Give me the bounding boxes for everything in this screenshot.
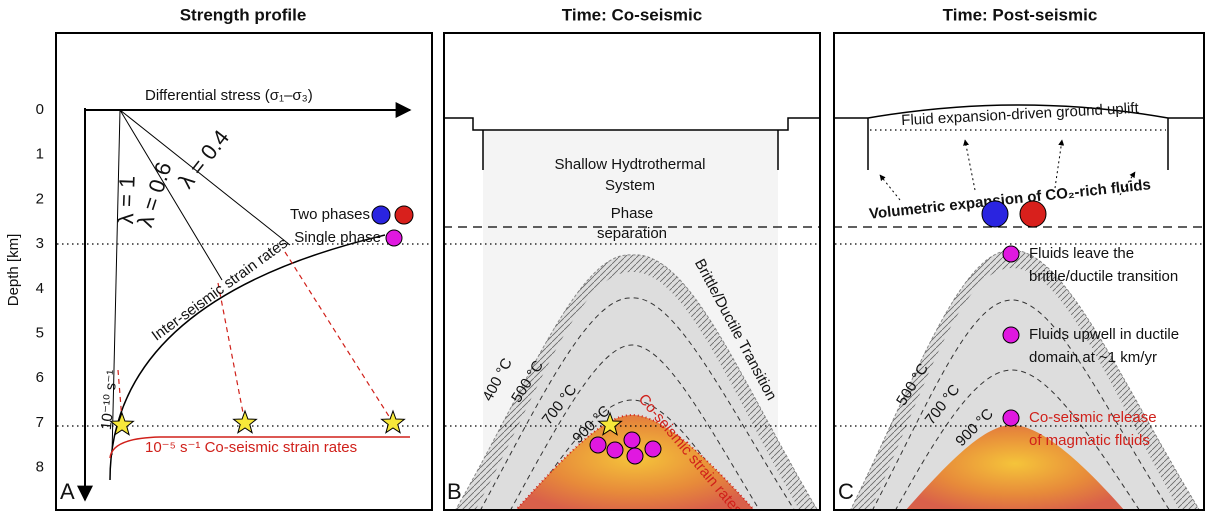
depth-tick-label: 2 [36, 190, 44, 207]
fluid-bubble [589, 436, 607, 454]
stars [597, 411, 623, 436]
fluid-bubble [385, 229, 403, 247]
fluid-bubble [623, 431, 641, 449]
arrow [1054, 139, 1065, 189]
dome-hatch [850, 250, 1200, 511]
ground [443, 117, 820, 170]
arrow [963, 139, 976, 191]
magma [905, 425, 1125, 511]
ground [833, 104, 1205, 170]
depth-ticks: 0 1 2 3 4 5 6 7 8 [36, 101, 44, 476]
stress-label: Differential stress (σ₁–σ₃) [145, 87, 313, 104]
fluid-bubble [644, 440, 662, 458]
lambda-line [119, 109, 291, 246]
gas-bubble [1019, 200, 1047, 228]
gas-bubble [981, 200, 1009, 228]
panel-title: Time: Co-seismic [562, 5, 702, 24]
gas-bubble [394, 205, 414, 225]
fluid-bubble [1002, 326, 1020, 344]
legend-text: Single phase [294, 229, 381, 246]
isotherm [509, 344, 761, 511]
uplift-label: Fluid expansion-driven ground uplift [901, 100, 1140, 129]
fluid-bubble [1002, 245, 1020, 263]
inter-seismic-label: Inter-seismic strain rates [149, 235, 291, 345]
depth-tick-label: 5 [36, 324, 44, 341]
lambda-line [111, 109, 121, 456]
panel-letter: A [60, 479, 75, 504]
star [380, 409, 406, 434]
co-seismic-curve [109, 436, 410, 459]
projection [284, 251, 391, 419]
panel-frame [833, 32, 1205, 511]
note: domain at ~1 km/yr [1029, 349, 1157, 366]
isotherm [871, 299, 1171, 511]
axis-label: Depth [km] [5, 234, 22, 307]
hydrothermal-label: Shallow Hydtrothermal [555, 156, 706, 173]
rate-label: 10⁻¹⁰ s⁻¹ [98, 369, 121, 431]
phase-label: Phase [611, 205, 654, 222]
depth-tick-label: 1 [36, 146, 44, 163]
fluid-bubble [606, 441, 624, 459]
depth-tick-label: 7 [36, 414, 44, 431]
gas-bubble [371, 205, 391, 225]
panel-letter: C [838, 479, 854, 504]
note: Fluids leave the [1029, 245, 1134, 262]
isotherm [894, 369, 1141, 511]
panel-letter: B [447, 479, 462, 504]
arrow [879, 174, 901, 201]
lambda-label: λ = 1 [113, 175, 140, 224]
depth-tick-label: 3 [36, 235, 44, 252]
star [597, 411, 623, 436]
panel-title: Strength profile [180, 5, 307, 24]
hydrothermal-label: System [605, 177, 655, 194]
projection-lines [117, 251, 391, 421]
note: brittle/ductile transition [1029, 268, 1178, 285]
expansion-label: Volumetric expansion of CO₂-rich fluids [868, 176, 1151, 222]
note: Co-seismic release [1029, 409, 1157, 426]
co-seismic-label: 10⁻⁵ s⁻¹ Co-seismic strain rates [145, 439, 357, 456]
panel-c: Fluid expansion-driven ground uplift Vol… [833, 32, 1205, 511]
lambda-line [119, 109, 223, 281]
stars [109, 409, 406, 436]
expansion-arrows [879, 139, 1136, 201]
note: Fluids upwell in ductile [1029, 326, 1179, 343]
depth-tick-label: 6 [36, 369, 44, 386]
dome-hatch [455, 254, 818, 511]
fluid-cluster [589, 431, 662, 465]
depth-tick-label: 8 [36, 459, 44, 476]
panel-b: Shallow Hydtrothermal System Phase separ… [443, 32, 821, 511]
depth-tick-label: 0 [36, 101, 44, 118]
panel-frame [443, 32, 821, 511]
legend-text: Two phases [290, 206, 370, 223]
panel-frame [55, 32, 433, 511]
star [109, 411, 135, 436]
projection [217, 282, 245, 419]
star [232, 409, 258, 434]
phase-label: separation [597, 225, 667, 242]
depth-tick-label: 4 [36, 280, 44, 297]
fluid-bubble [626, 447, 644, 465]
fluid-bubble [1002, 409, 1020, 427]
panel-a: Differential stress (σ₁–σ₃) λ = 1 λ = 0.… [55, 32, 433, 511]
panel-title: Time: Post-seismic [943, 5, 1098, 24]
note: of magmatic fluids [1029, 432, 1150, 449]
